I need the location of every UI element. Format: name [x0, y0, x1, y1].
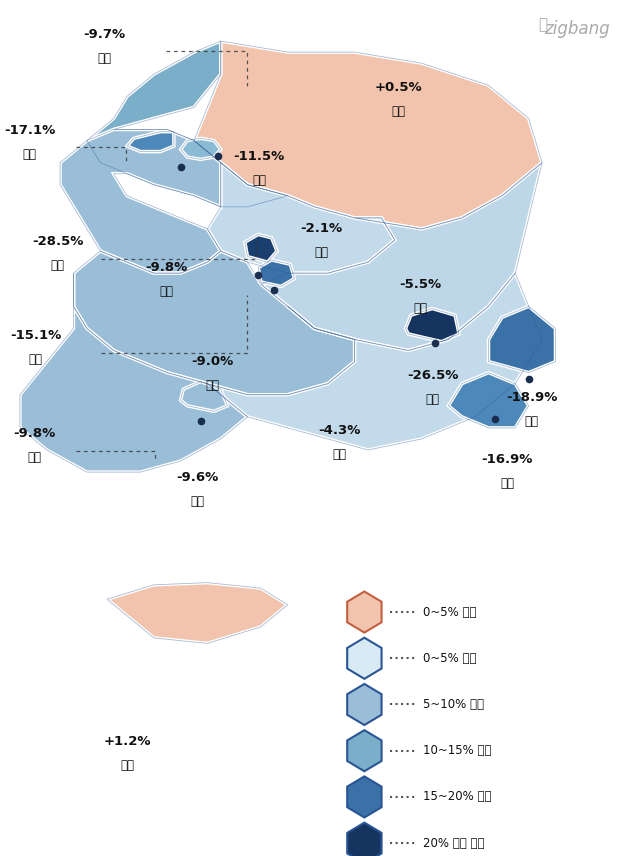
Text: 20% 이상 하락: 20% 이상 하락: [423, 836, 484, 850]
Text: 0~5% 하락: 0~5% 하락: [423, 651, 476, 665]
Text: -5.5%: -5.5%: [399, 278, 441, 291]
Polygon shape: [347, 591, 382, 633]
Text: 부산: 부산: [500, 477, 514, 490]
Text: -15.1%: -15.1%: [10, 330, 61, 342]
Text: 충북: 충북: [314, 247, 328, 259]
Text: 충남: 충남: [159, 285, 173, 298]
Text: ⟁: ⟁: [538, 17, 547, 33]
Polygon shape: [449, 372, 529, 428]
Text: 전북: 전북: [206, 379, 220, 392]
Polygon shape: [208, 163, 395, 273]
Text: -17.1%: -17.1%: [4, 124, 55, 137]
Polygon shape: [127, 132, 174, 152]
Text: -26.5%: -26.5%: [407, 369, 458, 382]
Text: 15~20% 하락: 15~20% 하락: [423, 790, 491, 804]
Text: 세종: 세종: [50, 259, 64, 272]
Polygon shape: [194, 41, 542, 229]
Text: 울산: 울산: [525, 415, 539, 428]
Text: -2.1%: -2.1%: [300, 223, 342, 235]
Text: 대구: 대구: [425, 393, 440, 406]
Polygon shape: [347, 730, 382, 771]
Polygon shape: [406, 308, 459, 342]
Text: -9.8%: -9.8%: [13, 427, 56, 440]
Text: -9.0%: -9.0%: [191, 355, 233, 368]
Text: 서울: 서울: [97, 52, 111, 65]
Polygon shape: [73, 251, 355, 395]
Text: zigbang: zigbang: [544, 20, 610, 38]
Text: 제주: 제주: [121, 759, 134, 772]
Text: -9.8%: -9.8%: [145, 261, 187, 274]
Text: 5~10% 하락: 5~10% 하락: [423, 698, 484, 711]
Polygon shape: [258, 260, 295, 287]
Text: -18.9%: -18.9%: [506, 391, 557, 404]
Text: -9.6%: -9.6%: [176, 471, 218, 484]
Polygon shape: [347, 638, 382, 679]
Text: -4.3%: -4.3%: [319, 424, 361, 437]
Polygon shape: [87, 41, 288, 207]
Text: +0.5%: +0.5%: [375, 81, 422, 94]
Polygon shape: [261, 163, 542, 350]
Text: -11.5%: -11.5%: [233, 150, 285, 163]
Text: 경기: 경기: [252, 174, 266, 187]
Text: 0~5% 상승: 0~5% 상승: [423, 605, 476, 619]
Text: -16.9%: -16.9%: [481, 453, 533, 466]
Polygon shape: [347, 684, 382, 725]
Polygon shape: [347, 823, 382, 856]
Polygon shape: [20, 273, 247, 473]
Polygon shape: [245, 235, 277, 262]
Text: 10~15% 하락: 10~15% 하락: [423, 744, 491, 758]
Text: 전남: 전남: [190, 495, 204, 508]
Text: 강원: 강원: [391, 105, 406, 118]
Text: +1.2%: +1.2%: [103, 735, 151, 748]
Text: -28.5%: -28.5%: [32, 235, 83, 248]
Text: 광주: 광주: [28, 451, 42, 464]
Polygon shape: [208, 273, 542, 450]
Text: 경북: 경북: [413, 302, 427, 315]
Polygon shape: [488, 306, 555, 372]
Text: 경남: 경남: [333, 448, 346, 461]
Text: -9.7%: -9.7%: [83, 28, 125, 41]
Text: 인천: 인천: [23, 148, 37, 161]
Text: 대전: 대전: [29, 354, 43, 366]
Polygon shape: [107, 583, 288, 644]
Polygon shape: [180, 139, 221, 159]
Polygon shape: [347, 776, 382, 817]
Polygon shape: [60, 129, 221, 273]
Polygon shape: [180, 382, 227, 412]
